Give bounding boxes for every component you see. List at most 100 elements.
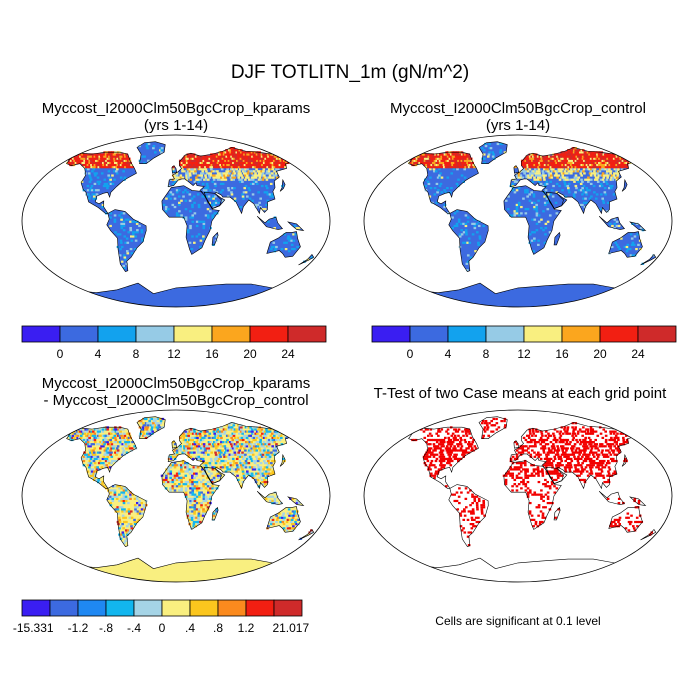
south-america-coastline — [448, 484, 489, 548]
colorbar-tick-label: 1.2 — [238, 621, 255, 635]
arabia-shape-coastline — [545, 191, 568, 209]
colorbar-tick-label: 4 — [95, 347, 102, 361]
africa-coastline — [161, 185, 220, 255]
uk-coastline — [171, 165, 178, 174]
colorbar-swatch — [189, 599, 219, 617]
panel-title-line1: Myccost_I2000Clm50BgcCrop_kparams — [41, 100, 311, 117]
indonesia-coastline — [256, 490, 284, 505]
colorbar-swatch — [135, 325, 175, 343]
colorbar-swatch — [599, 325, 639, 343]
colorbar-swatch — [561, 325, 601, 343]
colorbar-tick-label: 0 — [159, 621, 166, 635]
north-america-coastline — [408, 426, 479, 489]
south-america-land — [106, 484, 147, 547]
australia-coastline — [266, 231, 301, 258]
greenland-coastline — [136, 416, 166, 439]
map-frame — [363, 409, 673, 583]
colorbar-tick-label: 16 — [205, 347, 219, 361]
africa-coastline — [503, 460, 562, 530]
australia-land — [608, 231, 643, 258]
indonesia-coastline — [598, 215, 626, 230]
madagascar-coastline — [211, 231, 219, 246]
eurasia-coastline — [167, 422, 294, 490]
japan-coastline — [621, 178, 628, 192]
south-america-land — [106, 209, 147, 272]
japan-coastline — [621, 453, 628, 467]
uk-coastline — [513, 165, 520, 174]
colorbar-tick-label: 8 — [133, 347, 140, 361]
colorbar-tick-label: 21.017 — [272, 621, 309, 635]
colorbar-swatch — [21, 599, 51, 617]
colorbar-tick-label: .8 — [213, 621, 223, 635]
colorbar-tick-label: 24 — [631, 347, 645, 361]
new-guinea-coastline — [287, 496, 305, 506]
colorbar-tick-label: 12 — [517, 347, 531, 361]
south-america-coastline — [106, 209, 147, 273]
eurasia-coastline — [509, 147, 636, 215]
colorbar-control: 0 4 8 12 16 20 24 — [371, 325, 677, 361]
colorbar-tick-label: 0 — [57, 347, 64, 361]
australia-coastline — [608, 506, 643, 533]
new-zealand-coastline — [298, 528, 315, 541]
madagascar-coastline — [211, 506, 219, 521]
arabia-shape-coastline — [203, 191, 226, 209]
map-ttest — [363, 409, 673, 583]
colorbar-tick-label: -1.2 — [68, 621, 89, 635]
colorbar-tick-label: 20 — [593, 347, 607, 361]
madagascar-land — [554, 232, 561, 245]
antarctica-land — [69, 283, 283, 307]
antarctica-land — [69, 558, 283, 582]
japan-coastline — [279, 453, 286, 467]
indonesia-coastline — [598, 490, 626, 505]
colorbar-kparams: 0 4 8 12 16 20 24 — [21, 325, 327, 361]
colorbar-swatch — [49, 599, 79, 617]
new-guinea-coastline — [629, 221, 647, 231]
panel-title-line2: (yrs 1-14) — [143, 117, 209, 134]
colorbar-swatch — [97, 325, 137, 343]
colorbar-tick-label: .4 — [185, 621, 195, 635]
japan-coastline — [279, 178, 286, 192]
uk-coastline — [513, 440, 520, 449]
greenland-coastline — [136, 141, 166, 164]
panel-title-ttest: T-Test of two Case means at each grid po… — [373, 385, 667, 402]
colorbar-tick-label: 0 — [407, 347, 414, 361]
panel-title-control: Myccost_I2000Clm50BgcCrop_control (yrs 1… — [362, 100, 674, 134]
colorbar-swatch — [371, 325, 411, 343]
antarctica-land — [411, 283, 625, 307]
indonesia-coastline — [256, 215, 284, 230]
eurasia-coastline — [167, 147, 294, 215]
colorbar-tick-label: 24 — [281, 347, 295, 361]
eurasia-coastline — [509, 422, 636, 490]
australia-coastline — [608, 231, 643, 258]
panel-title-difference: Myccost_I2000Clm50BgcCrop_kparams - Mycc… — [20, 375, 332, 409]
panel-title-line1: Myccost_I2000Clm50BgcCrop_control — [390, 100, 646, 117]
antarctica-land — [411, 558, 625, 582]
panel-title-line2: - Myccost_I2000Clm50BgcCrop_control — [43, 392, 309, 409]
colorbar-swatch — [161, 599, 191, 617]
south-america-coastline — [106, 484, 147, 548]
grid-cells — [68, 417, 314, 545]
colorbar-swatch — [59, 325, 99, 343]
colorbar-difference: -15.331 -1.2 -.8 -.4 0 .4 .8 1.2 21.017 — [13, 599, 309, 635]
colorbar-tick-label: -.8 — [99, 621, 113, 635]
panel-title-kparams: Myccost_I2000Clm50BgcCrop_kparams (yrs 1… — [20, 100, 332, 134]
map-control — [363, 134, 673, 308]
colorbar-tick-label: -15.331 — [13, 621, 54, 635]
new-zealand-coastline — [298, 253, 315, 266]
significance-note: Cells are significant at 0.1 level — [435, 614, 601, 628]
madagascar-coastline — [553, 231, 561, 246]
new-zealand-coastline — [640, 528, 657, 541]
greenland-coastline — [478, 141, 508, 164]
map-frame — [21, 409, 331, 583]
colorbar-tick-label: 4 — [445, 347, 452, 361]
indonesia-land — [599, 491, 625, 505]
colorbar-swatch — [273, 599, 303, 617]
colorbar-swatch — [523, 325, 563, 343]
colorbar-tick-label: 12 — [167, 347, 181, 361]
arabia-shape-coastline — [203, 466, 226, 484]
colorbar-swatch — [249, 325, 289, 343]
colorbar-swatch — [21, 325, 61, 343]
new-zealand-coastline — [640, 253, 657, 266]
map-kparams — [21, 134, 331, 308]
colorbar-swatch — [287, 325, 327, 343]
